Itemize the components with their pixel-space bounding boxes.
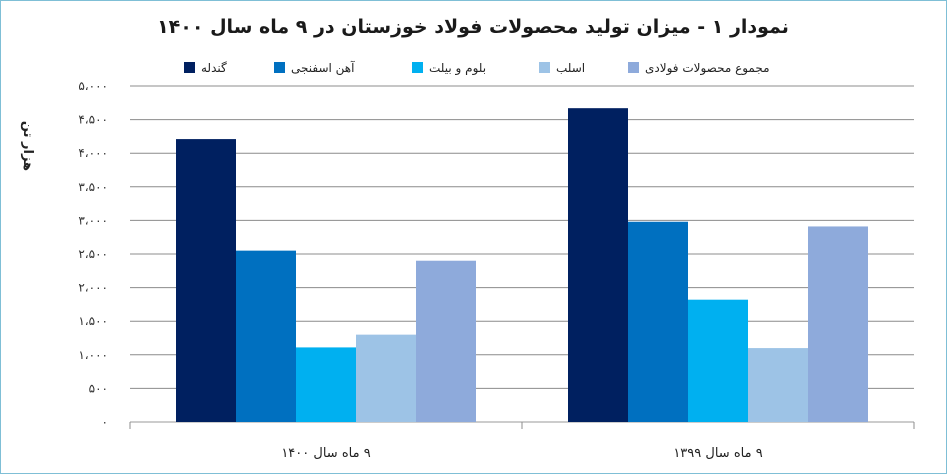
legend-label: گندله xyxy=(201,61,227,75)
bar xyxy=(416,260,476,422)
bar xyxy=(808,226,868,422)
bar xyxy=(356,334,416,422)
bar xyxy=(748,348,808,422)
y-tick-label: ۱،۰۰۰ xyxy=(78,348,108,362)
y-tick-label: ۲،۰۰۰ xyxy=(78,281,108,295)
y-tick-label: ۱،۵۰۰ xyxy=(78,314,108,328)
x-category-label: ۹ ماه سال ۱۳۹۹ xyxy=(673,446,762,461)
bar xyxy=(688,299,748,422)
legend-swatch xyxy=(628,62,639,73)
y-axis-ticks: ۰ ۵۰۰ ۱،۰۰۰ ۱،۵۰۰ ۲،۰۰۰ ۲،۵۰۰ ۳،۰۰۰ ۳،۵۰۰ ۴،۰۰۰ ۴… xyxy=(78,79,108,429)
bar xyxy=(568,108,628,423)
legend-swatch xyxy=(539,62,550,73)
y-tick-label: ۳،۵۰۰ xyxy=(78,180,108,194)
legend-label: مجموع محصولات فولادی xyxy=(645,61,770,76)
bar xyxy=(628,221,688,422)
legend: گندله آهن اسفنجی بلوم و بیلت اسلب مجموع محصو… xyxy=(184,60,770,76)
x-category-label: ۹ ماه سال ۱۴۰۰ xyxy=(281,446,370,461)
bar xyxy=(296,347,356,422)
y-tick-label: ۰ xyxy=(102,415,108,429)
y-axis-label: هزار تن xyxy=(20,121,35,171)
chart-title: نمودار ۱ - میزان تولید محصولات فولاد خوز… xyxy=(157,16,789,38)
bar xyxy=(236,250,296,422)
legend-label: بلوم و بیلت xyxy=(429,61,486,76)
y-tick-label: ۴،۰۰۰ xyxy=(78,146,108,160)
legend-swatch xyxy=(412,62,423,73)
y-tick-label: ۴،۵۰۰ xyxy=(78,113,108,127)
y-tick-label: ۳،۰۰۰ xyxy=(78,213,108,227)
legend-swatch xyxy=(274,62,285,73)
y-tick-label: ۵۰۰ xyxy=(89,381,108,395)
bars xyxy=(176,108,868,423)
y-tick-label: ۲،۵۰۰ xyxy=(78,247,108,261)
legend-label: آهن اسفنجی xyxy=(291,60,355,76)
legend-label: اسلب xyxy=(556,61,585,75)
legend-swatch xyxy=(184,62,195,73)
x-axis: ۹ ماه سال ۱۴۰۰ ۹ ماه سال ۱۳۹۹ xyxy=(129,422,915,461)
bar xyxy=(176,139,236,422)
y-tick-label: ۵،۰۰۰ xyxy=(78,79,108,93)
